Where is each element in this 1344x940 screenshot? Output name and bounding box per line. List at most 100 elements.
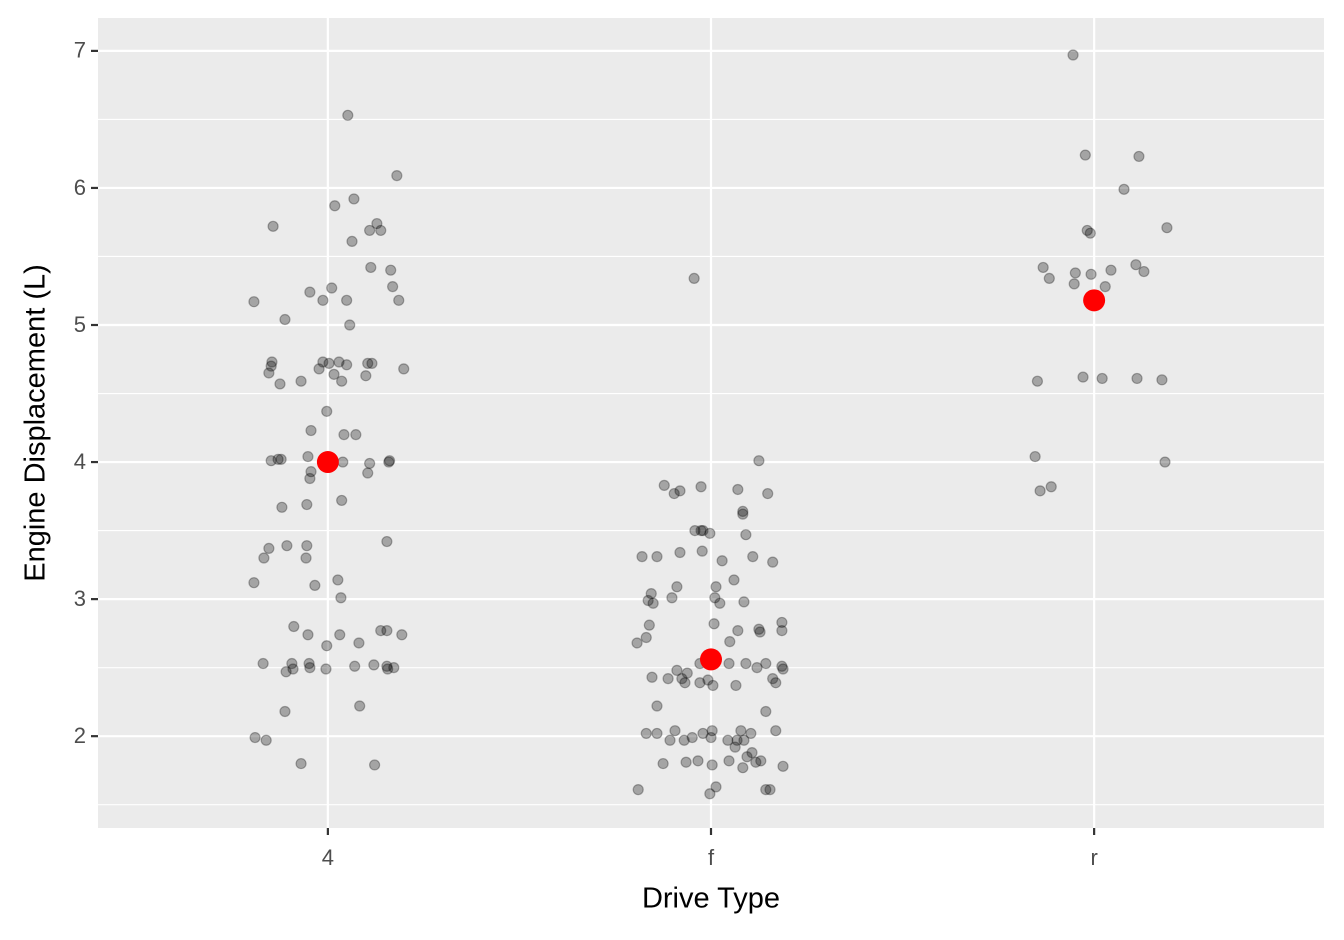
x-tick-label: r	[1090, 845, 1097, 870]
data-point	[279, 705, 291, 718]
data-point	[1031, 375, 1044, 387]
data-point	[364, 224, 376, 237]
grid	[98, 18, 1324, 828]
data-point	[383, 456, 395, 468]
data-point	[321, 405, 333, 417]
mean-point	[316, 451, 339, 474]
data-point	[302, 450, 314, 463]
data-point	[754, 626, 766, 638]
data-point	[692, 755, 704, 767]
data-point	[640, 727, 652, 740]
data-point	[317, 294, 329, 306]
data-point	[338, 429, 350, 441]
data-point	[304, 662, 316, 674]
data-point	[360, 370, 372, 382]
data-point	[1105, 264, 1117, 276]
data-point	[383, 455, 396, 467]
data-point	[732, 483, 744, 496]
data-point	[258, 552, 270, 564]
data-point	[697, 727, 709, 740]
data-point	[349, 660, 361, 672]
data-point	[280, 666, 292, 678]
data-point	[398, 363, 410, 375]
data-point	[674, 546, 686, 559]
data-point	[770, 677, 782, 689]
data-point	[335, 592, 347, 604]
y-tick-label: 4	[74, 449, 86, 474]
data-point	[1081, 224, 1093, 237]
data-point	[263, 542, 275, 555]
data-point	[265, 455, 277, 467]
data-point	[276, 501, 288, 513]
data-point	[1099, 281, 1111, 293]
data-point	[708, 618, 720, 630]
x-tick-label: 4	[322, 845, 334, 870]
data-point	[248, 296, 260, 308]
data-point	[288, 620, 300, 633]
data-point	[1029, 450, 1041, 463]
x-axis-title: Drive Type	[642, 883, 780, 915]
data-point	[287, 663, 299, 675]
data-point	[657, 757, 669, 770]
data-point	[1156, 374, 1168, 386]
data-point	[751, 662, 763, 674]
data-point	[777, 760, 789, 772]
data-point	[1079, 149, 1091, 161]
data-point	[678, 734, 690, 746]
data-point	[334, 629, 346, 641]
data-point	[368, 659, 380, 671]
data-point	[304, 286, 316, 298]
data-point	[777, 663, 789, 675]
data-point	[738, 596, 750, 608]
data-point	[350, 429, 362, 441]
data-point	[636, 551, 648, 563]
data-point	[704, 527, 716, 539]
data-point	[632, 784, 644, 796]
y-tick-label: 2	[74, 723, 86, 748]
data-point	[707, 679, 719, 692]
data-point	[317, 356, 329, 368]
data-point	[381, 660, 393, 672]
data-point	[671, 581, 683, 593]
data-point	[1067, 49, 1079, 61]
data-point	[724, 636, 736, 648]
data-point	[1069, 267, 1081, 279]
data-point	[336, 494, 348, 507]
data-point	[695, 481, 707, 493]
data-point	[776, 616, 788, 629]
data-point	[371, 217, 383, 230]
data-point	[760, 705, 772, 718]
data-point	[664, 734, 676, 746]
data-point	[669, 725, 681, 737]
data-point	[1159, 456, 1171, 468]
data-point	[747, 551, 759, 563]
data-point	[1133, 150, 1145, 163]
data-point	[263, 367, 275, 379]
data-point	[302, 629, 314, 641]
data-point	[304, 472, 316, 485]
data-point	[640, 631, 652, 644]
data-point	[248, 577, 260, 589]
data-point	[342, 109, 354, 121]
data-point	[333, 356, 345, 368]
data-point	[1043, 272, 1055, 285]
data-point	[388, 662, 400, 674]
data-point	[329, 200, 341, 212]
data-point	[375, 224, 387, 237]
data-point	[391, 170, 403, 182]
data-point	[735, 725, 747, 737]
data-point	[737, 505, 749, 518]
data-point	[741, 751, 753, 763]
data-point	[646, 671, 658, 683]
data-point	[643, 619, 655, 631]
data-point	[767, 673, 779, 685]
data-point	[279, 313, 291, 326]
data-point	[281, 540, 293, 552]
data-point	[305, 424, 317, 437]
data-point	[309, 579, 321, 592]
data-point	[651, 700, 663, 712]
data-point	[647, 597, 659, 609]
data-point	[396, 629, 408, 641]
data-point	[1085, 268, 1097, 280]
